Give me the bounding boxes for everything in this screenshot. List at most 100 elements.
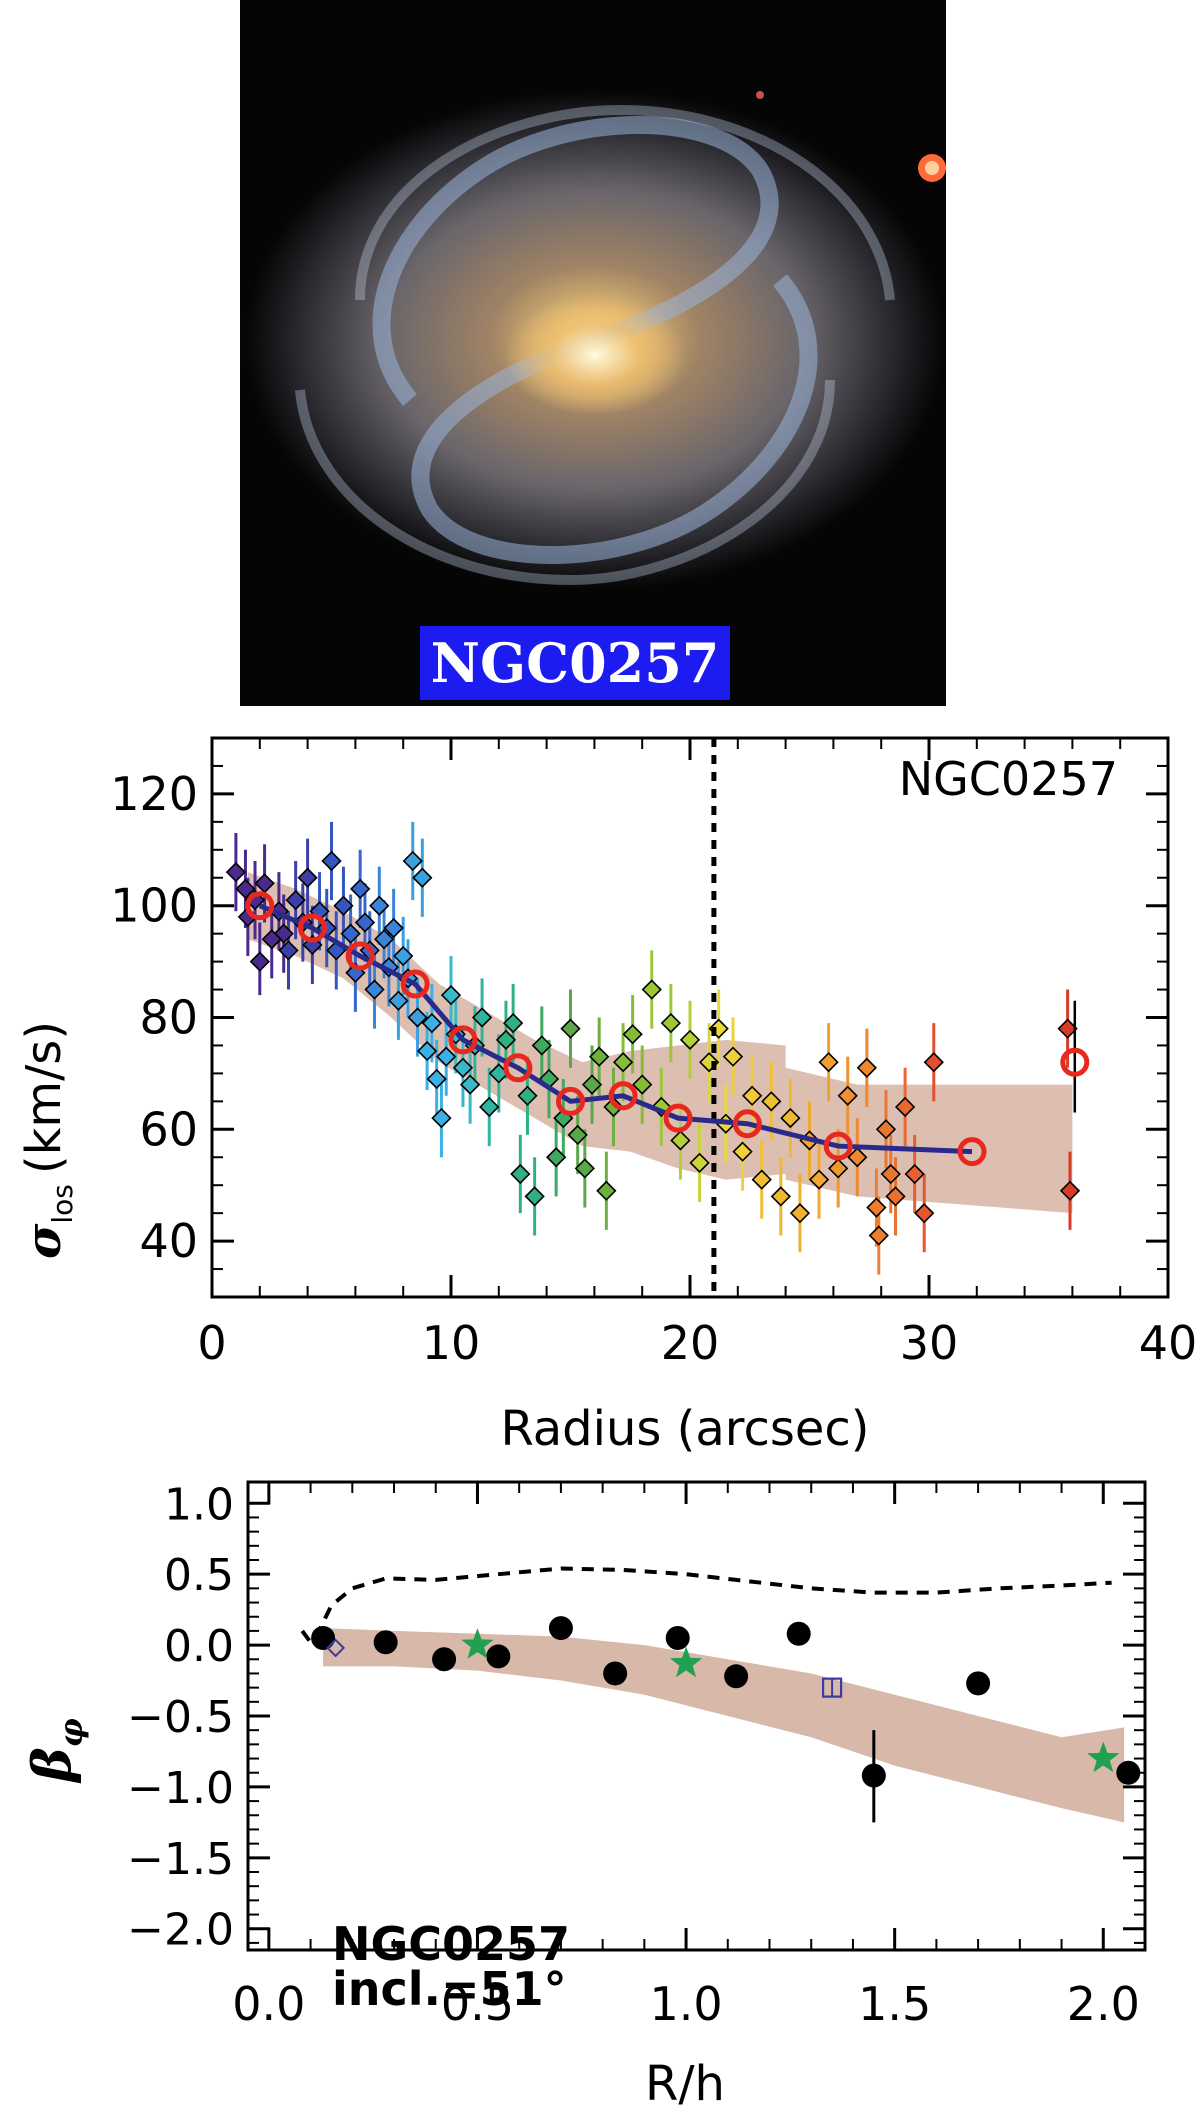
beta-chart: 0.0 0.5 1.0 1.5 2.0 1.0 0.5 0.0 −0.5 −1.0 −1.5 −2.0…: [22, 1479, 1147, 2110]
sigma-point: [732, 1141, 753, 1162]
beta-point: [786, 1621, 811, 1646]
binned-point: [1060, 1047, 1090, 1077]
sigma-point: [524, 1186, 545, 1207]
sigma-point: [431, 1107, 452, 1129]
annotation-galaxy: NGC0257: [332, 1917, 570, 1971]
sigma-point: [679, 1029, 701, 1050]
sigma-trend-layer: [258, 903, 973, 1155]
y-tick-label: −0.5: [127, 1692, 234, 1743]
sigma-point: [402, 850, 423, 872]
sigma-point: [407, 1007, 428, 1028]
sigma-point: [581, 1074, 603, 1095]
x-tick-label: 30: [900, 1316, 959, 1370]
beta-axes-layer: 0.0 0.5 1.0 1.5 2.0 1.0 0.5 0.0 −0.5 −1.0 −1.5 −2.0: [127, 1479, 1147, 2031]
sigma-point: [333, 895, 354, 916]
sigma-point: [632, 1074, 653, 1095]
sigma-band: [247, 872, 1073, 1214]
sigma-point: [875, 1119, 897, 1140]
sigma-point: [1059, 1180, 1081, 1201]
sigma-point: [459, 1074, 481, 1095]
sigma-point: [866, 1197, 887, 1218]
y-axis-symbol: β: [22, 1747, 83, 1784]
beta-point: [966, 1671, 991, 1696]
sigma-point: [689, 1152, 710, 1173]
sigma-point: [885, 1186, 906, 1207]
sigma-chart: 0 10 20 30 40 40 60 80 100 120 NGC0257 Radius (ar…: [16, 736, 1198, 1457]
sigma-point: [388, 990, 409, 1011]
sigma-point: [828, 1158, 849, 1179]
sigma-point: [436, 1046, 457, 1067]
binned-point: [345, 941, 375, 971]
y-tick-label: 1.0: [164, 1479, 234, 1530]
sigma-point: [297, 867, 318, 888]
y-tick-label: −1.5: [127, 1834, 234, 1885]
binned-point: [608, 1081, 638, 1111]
y-axis-unit: (km/s): [16, 1021, 72, 1174]
sigma-point: [818, 1052, 839, 1073]
x-tick-label: 0: [197, 1316, 226, 1370]
binned-point: [732, 1109, 762, 1139]
beta-open-diamond: [326, 1638, 346, 1658]
x-tick-label: 10: [422, 1316, 481, 1370]
sigma-point: [510, 1163, 531, 1185]
sigma-point: [567, 1124, 588, 1146]
sigma-point: [722, 1046, 744, 1067]
sigma-point: [880, 1163, 901, 1185]
sigma-point: [479, 1096, 500, 1118]
sigma-point: [770, 1186, 791, 1207]
binned-point: [400, 969, 430, 999]
beta-band: [323, 1628, 1125, 1823]
beta-band-layer: [323, 1628, 1125, 1823]
sigma-trend-line: [258, 903, 973, 1155]
y-tick-label: 120: [110, 767, 198, 821]
beta-point: [548, 1616, 573, 1641]
sigma-binned-layer: [245, 891, 1090, 1167]
sigma-point: [440, 985, 462, 1006]
binned-point: [556, 1086, 585, 1116]
sigma-point: [369, 895, 390, 916]
beta-points-layer: [311, 1616, 1141, 1823]
x-tick-label: 1.5: [858, 1977, 931, 2031]
sigma-point: [471, 1007, 493, 1028]
galaxy-image: NGC0257: [240, 0, 946, 706]
sigma-point: [856, 1057, 877, 1078]
beta-point: [603, 1661, 628, 1686]
sigma-point: [321, 850, 342, 872]
x-tick-label: 0.0: [232, 1977, 305, 2031]
sigma-point: [742, 1085, 763, 1106]
sigma-point: [373, 929, 395, 950]
sigma-point: [452, 1057, 474, 1078]
beta-point: [311, 1626, 336, 1650]
sigma-point: [780, 1107, 801, 1129]
sigma-point: [546, 1147, 567, 1168]
plot-frame: [246, 1480, 1147, 1952]
binned-point: [297, 913, 327, 943]
x-axis-label: Radius (arcsec): [500, 1401, 869, 1457]
beta-point: [724, 1664, 749, 1689]
y-tick-label: 0.0: [164, 1621, 234, 1672]
sigma-point: [837, 1085, 858, 1106]
sigma-point: [383, 917, 404, 939]
sigma-point: [808, 1169, 830, 1190]
y-tick-label: 0.5: [164, 1550, 234, 1601]
sigma-point: [560, 1018, 581, 1039]
sigma-point: [235, 878, 256, 900]
sigma-point: [622, 1024, 643, 1045]
sigma-band-layer: [247, 872, 1073, 1214]
sigma-point: [612, 1052, 634, 1073]
sigma-point: [517, 1085, 538, 1106]
sigma-point: [416, 1040, 438, 1062]
x-tick-label: 20: [661, 1316, 720, 1370]
sigma-point: [603, 1096, 624, 1118]
sigma-axes-layer: 0 10 20 30 40 40 60 80 100 120: [110, 736, 1198, 1370]
binned-point: [823, 1131, 853, 1161]
x-tick-label: 40: [1139, 1316, 1198, 1370]
beta-point: [1116, 1760, 1141, 1785]
y-tick-label: 80: [139, 991, 198, 1045]
binned-point: [957, 1137, 987, 1167]
chart-title: NGC0257: [899, 752, 1118, 806]
y-tick-label: 40: [139, 1214, 198, 1268]
y-axis-subscript: φ: [52, 1718, 90, 1747]
sigma-point: [278, 940, 299, 961]
sigma-point: [789, 1203, 811, 1224]
